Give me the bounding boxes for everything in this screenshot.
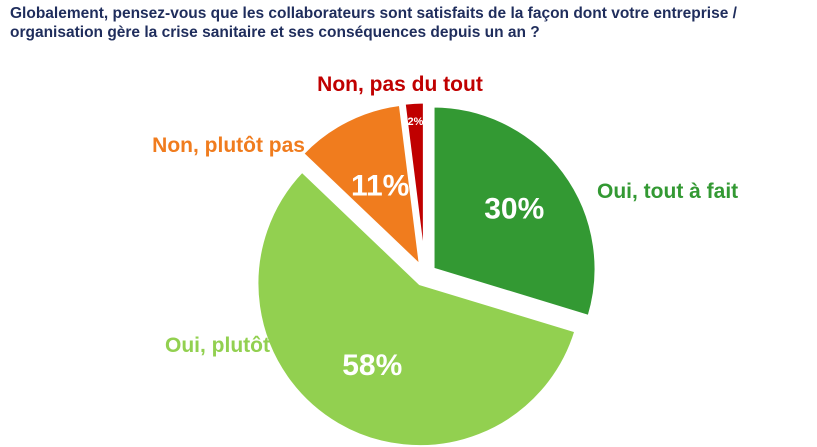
pie-value-label-oui-plutot: 58% (342, 349, 402, 382)
chart-title: Globalement, pensez-vous que les collabo… (10, 5, 737, 41)
pie-category-label-non-plutot-pas: Non, plutôt pas (152, 134, 305, 157)
pie-value-label-non-pas-du-tout: 2% (408, 116, 424, 128)
pie-category-label-non-pas-du-tout: Non, pas du tout (317, 73, 483, 96)
pie-slice-non-plutot-pas (300, 102, 423, 271)
pie-slice-oui-tout-a-fait (431, 104, 598, 319)
pie-category-label-oui-tout-a-fait: Oui, tout à fait (597, 180, 738, 203)
pie-slice-non-pas-du-tout (402, 100, 426, 266)
pie-slice-oui-plutot (255, 168, 578, 447)
pie-category-label-oui-plutot: Oui, plutôt (165, 334, 270, 357)
pie-value-label-oui-tout-a-fait: 30% (484, 192, 544, 225)
pie-value-label-non-plutot-pas: 11% (351, 170, 409, 203)
